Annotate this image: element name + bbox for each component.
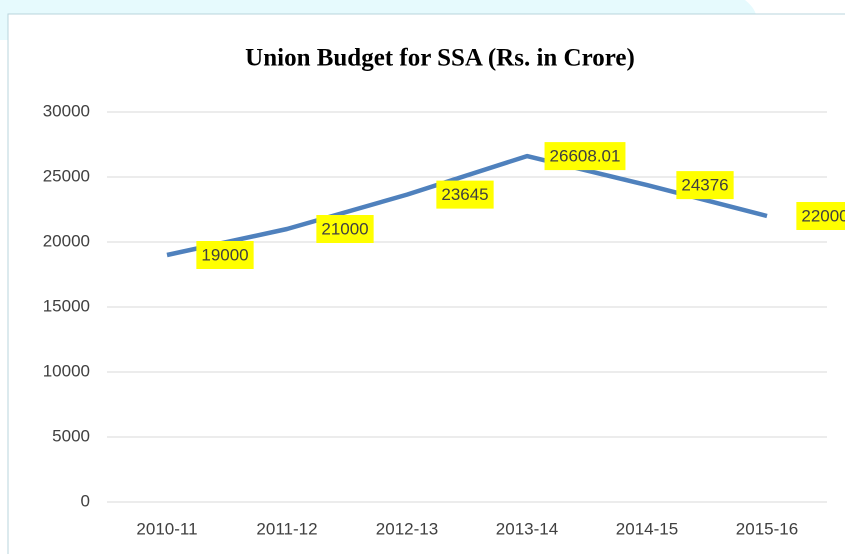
data-label: 26608.01 [550,147,621,166]
x-tick-label: 2015-16 [736,519,798,538]
data-label-box [544,142,626,171]
data-label: 23645 [441,185,488,204]
data-label: 24376 [681,176,728,195]
data-label-box [436,180,494,209]
y-tick-label: 0 [81,491,90,510]
y-tick-label: 10000 [43,361,90,380]
data-label: 22000 [801,206,845,225]
y-tick-label: 25000 [43,166,90,185]
data-label-box [196,241,254,269]
y-tick-label: 15000 [43,296,90,315]
chart-title: Union Budget for SSA (Rs. in Crore) [245,45,635,72]
y-tick-label: 20000 [43,231,90,250]
x-tick-label: 2010-11 [136,519,197,538]
data-label-box [796,202,845,230]
chart-panel [7,13,845,554]
x-tick-label: 2014-15 [616,519,678,538]
data-label: 19000 [201,245,248,264]
x-tick-label: 2013-14 [496,519,558,538]
data-label-box [316,215,374,243]
y-tick-label: 5000 [52,426,90,445]
data-line [166,153,768,258]
x-tick-label: 2011-12 [256,519,317,538]
data-label-box [676,171,734,200]
y-tick-label: 30000 [43,101,90,120]
x-tick-label: 2012-13 [376,519,438,538]
data-label: 21000 [321,219,368,238]
